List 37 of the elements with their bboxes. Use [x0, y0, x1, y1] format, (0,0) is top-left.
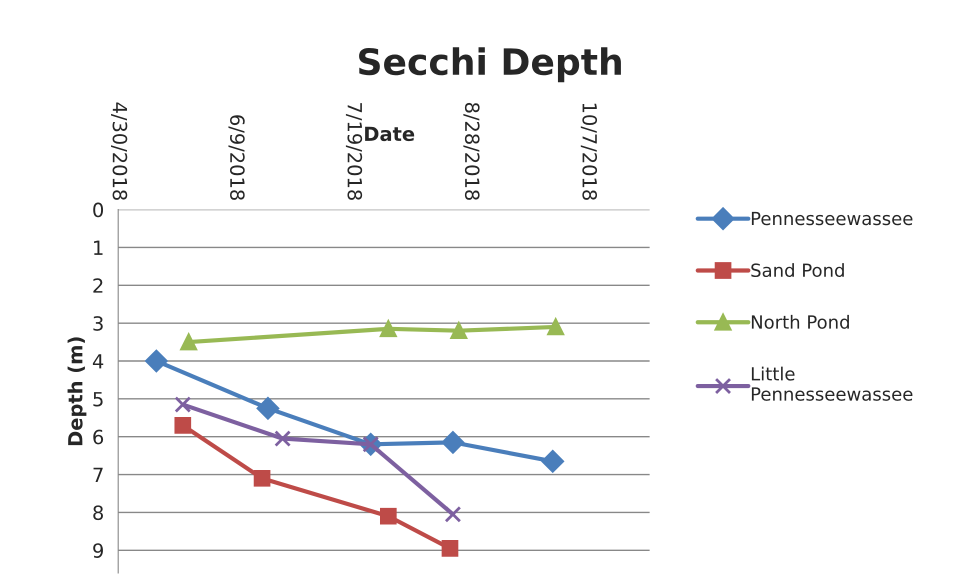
point — [145, 350, 168, 372]
point — [547, 318, 564, 336]
legend-label: Little Pennesseewassee — [752, 366, 912, 401]
x-tick-label: 6/9/2018 — [228, 115, 245, 200]
x-tick-label: 10/7/2018 — [580, 104, 598, 200]
point — [174, 396, 192, 413]
point — [442, 540, 458, 557]
point — [274, 430, 291, 447]
point — [380, 508, 397, 525]
x-tick-label: 4/30/2018 — [111, 102, 128, 200]
point — [442, 431, 464, 454]
point — [450, 322, 468, 340]
y-tick-label: 6 — [93, 430, 104, 444]
point — [380, 320, 397, 338]
x-axis-title: Date — [365, 126, 414, 142]
y-tick-label: 9 — [93, 543, 103, 558]
x-tick-label: 7/19/2018 — [346, 103, 362, 200]
legend-label: North Pond — [752, 314, 849, 329]
y-tick-label: 3 — [93, 316, 103, 331]
x-tick-label: 8/28/2018 — [463, 102, 480, 200]
y-tick-label: 4 — [92, 354, 104, 368]
y-tick-label: 8 — [93, 505, 103, 520]
point — [174, 417, 192, 434]
point — [444, 506, 462, 523]
y-tick-label: 5 — [93, 392, 103, 407]
point — [180, 334, 198, 350]
y-tick-label: 0 — [93, 202, 104, 218]
chart-title: Secchi Depth — [359, 47, 621, 82]
y-tick-label: 2 — [93, 278, 102, 293]
y-tick-label: 7 — [94, 468, 103, 482]
legend-label: Sand Pond — [751, 263, 844, 278]
point — [542, 450, 564, 473]
point — [254, 470, 270, 487]
point — [256, 397, 280, 420]
legend-label: Pennesseewassee — [752, 212, 912, 226]
y-tick-label: 1 — [94, 240, 103, 255]
y-axis-title: Depth (m) — [68, 337, 86, 446]
